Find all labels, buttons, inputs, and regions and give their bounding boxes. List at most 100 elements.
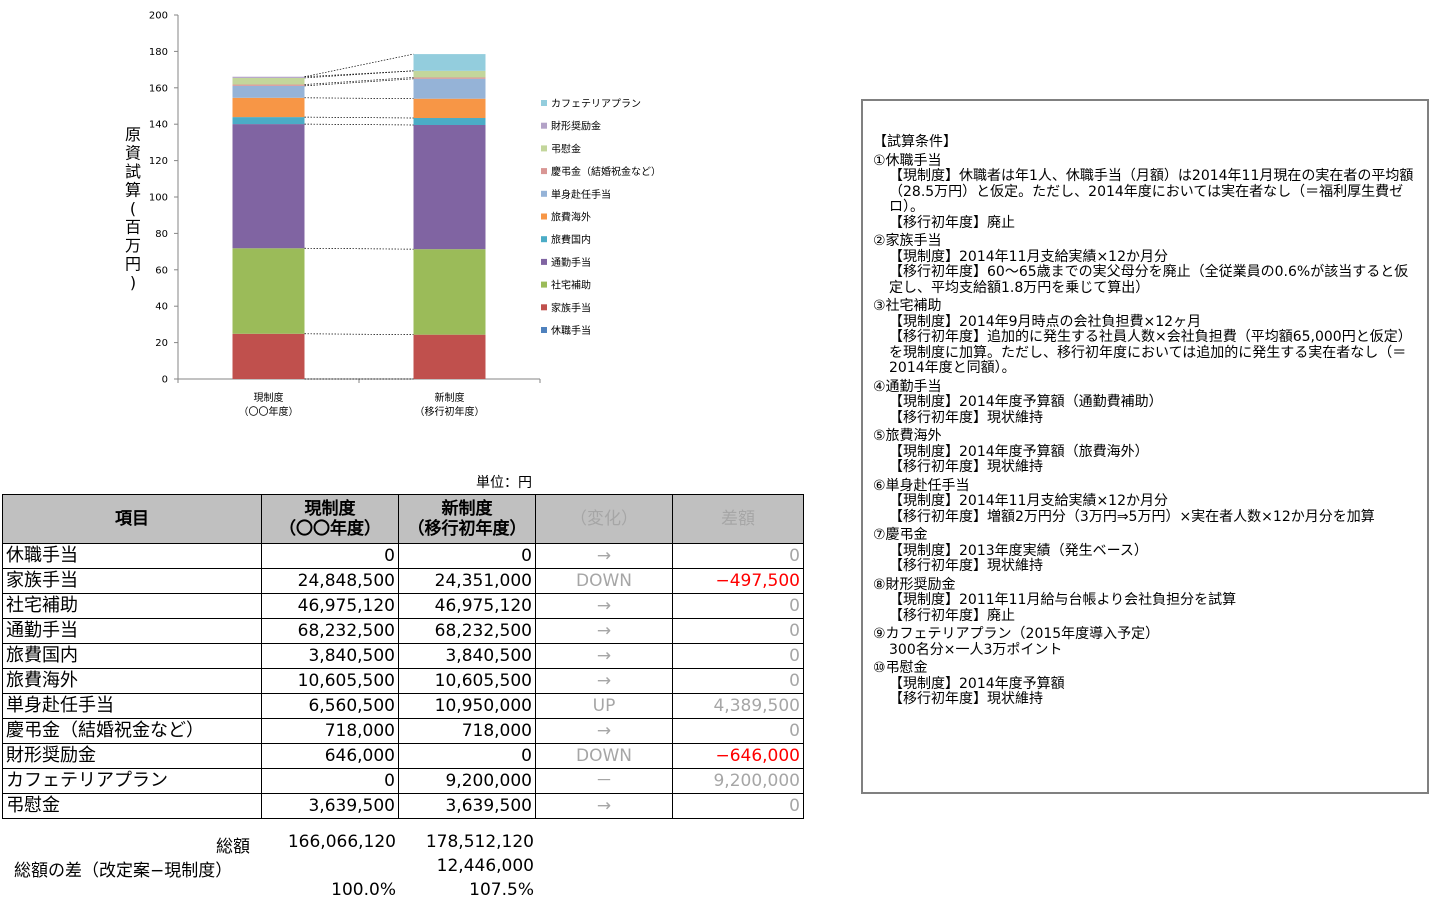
legend-swatch: [541, 236, 547, 243]
y-axis-label-char: ): [130, 273, 136, 292]
table-row: 弔慰金 3,639,500 3,639,500 → 0: [2, 793, 804, 819]
y-axis-label-char: 原: [125, 125, 141, 144]
condition-line: 【現制度】休職者は年1人、休職手当（月額）は2014年11月現在の実在者の平均額…: [889, 168, 1414, 215]
row-change: DOWN: [535, 568, 673, 594]
header-item: 項目: [2, 494, 262, 544]
row-change: →: [535, 718, 673, 744]
row-new: 3,639,500: [398, 793, 536, 819]
pct-new: 107.5%: [469, 880, 534, 900]
row-new: 10,605,500: [398, 668, 536, 694]
y-axis-label-char: (: [130, 199, 136, 218]
row-change: →: [535, 643, 673, 669]
condition-line: 【移行初年度】追加的に発生する社員人数×会社負担費（平均額65,000円と仮定）…: [889, 329, 1412, 376]
condition-heading: ④通勤手当: [873, 378, 942, 395]
legend-label: 旅費国内: [551, 233, 591, 246]
series-connector-line: [304, 247, 414, 250]
y-tick-label: 40: [155, 302, 168, 313]
y-tick-label: 20: [155, 338, 168, 349]
row-current: 6,560,500: [261, 693, 399, 719]
bar-segment-0-3: [232, 124, 305, 249]
condition-heading: ⑥単身赴任手当: [873, 477, 970, 494]
legend-swatch: [541, 281, 547, 288]
row-item: 通勤手当: [2, 618, 262, 644]
row-current: 646,000: [261, 743, 399, 769]
bar-segment-1-4: [413, 118, 486, 126]
legend-label: 旅費海外: [551, 211, 591, 224]
series-connector-line: [304, 53, 414, 78]
legend-label: 家族手当: [551, 301, 591, 314]
condition-heading: ⑤旅費海外: [873, 428, 942, 444]
row-change: DOWN: [535, 743, 673, 769]
condition-heading: ⑩弔慰金: [873, 660, 928, 676]
series-connector-line: [304, 78, 414, 87]
series-connector-line: [304, 70, 414, 79]
row-diff: 9,200,000: [672, 768, 804, 794]
row-current: 718,000: [261, 718, 399, 744]
table-row: 家族手当 24,848,500 24,351,000 DOWN −497,500: [2, 568, 804, 594]
table-row: 慶弔金（結婚祝金など） 718,000 718,000 → 0: [2, 718, 804, 744]
bar-segment-1-6: [413, 78, 486, 99]
table-row: 財形奨励金 646,000 0 DOWN −646,000: [2, 743, 804, 769]
row-new: 68,232,500: [398, 618, 536, 644]
row-item: 慶弔金（結婚祝金など）: [2, 718, 262, 744]
bar-segment-0-6: [232, 85, 305, 98]
header-change: （変化）: [535, 494, 673, 544]
table-row: カフェテリアプラン 0 9,200,000 － 9,200,000: [2, 768, 804, 794]
table-row: 社宅補助 46,975,120 46,975,120 → 0: [2, 593, 804, 619]
series-connector-line: [304, 97, 414, 100]
x-category-label: （移行初年度）: [415, 405, 485, 418]
condition-line: 【現制度】2014年度予算額: [889, 675, 1065, 692]
condition-section: ③社宅補助 【現制度】2014年9月時点の会社負担費×12ヶ月 【移行初年度】追加的…: [873, 298, 1419, 377]
condition-section: ④通勤手当 【現制度】2014年度予算額（通勤費補助） 【移行初年度】現状維持: [873, 378, 1419, 427]
y-tick-label: 140: [149, 120, 168, 131]
bar-segment-0-2: [232, 248, 305, 334]
condition-heading: ⑧財形奨励金: [873, 576, 956, 593]
condition-line: 【現制度】2013年度実績（発生ベース）: [889, 542, 1148, 559]
series-connector-line: [304, 70, 414, 78]
legend-label: 通勤手当: [551, 256, 591, 269]
row-diff: 0: [672, 668, 804, 694]
row-diff: 0: [672, 543, 804, 569]
y-tick-label: 120: [149, 156, 168, 167]
y-tick-label: 100: [149, 193, 168, 204]
condition-section: ⑩弔慰金 【現制度】2014年度予算額 【移行初年度】現状維持: [873, 660, 1419, 708]
table-row: 通勤手当 68,232,500 68,232,500 → 0: [2, 618, 804, 644]
allowance-table: 項目 現制度 （〇〇年度） 新制度 （移行初年度） （変化） 差額 休職手当 0 0 → 0…: [2, 494, 804, 819]
y-tick-label: 180: [149, 47, 168, 58]
row-diff: 0: [672, 618, 804, 644]
y-axis-label-char: 百: [125, 218, 141, 237]
bar-segment-1-2: [413, 249, 486, 335]
condition-line: 【移行初年度】現状維持: [889, 691, 1043, 707]
condition-line: 【現制度】2014年9月時点の会社負担費×12ヶ月: [889, 313, 1202, 330]
row-current: 3,840,500: [261, 643, 399, 669]
table-row: 休職手当 0 0 → 0: [2, 543, 804, 569]
legend-swatch: [541, 122, 547, 129]
condition-section: ②家族手当 【現制度】2014年11月支給実績×12か月分 【移行初年度】60～65…: [873, 233, 1419, 296]
condition-line: 【移行初年度】現状維持: [889, 558, 1043, 574]
condition-heading: ①休職手当: [873, 152, 942, 169]
bar-segment-0-8: [232, 77, 305, 85]
table-row: 旅費海外 10,605,500 10,605,500 → 0: [2, 668, 804, 694]
row-current: 3,639,500: [261, 793, 399, 819]
header-current: 現制度 （〇〇年度）: [261, 494, 399, 544]
total-label: 総額: [216, 837, 250, 857]
row-diff: −497,500: [672, 568, 804, 594]
row-item: 家族手当: [2, 568, 262, 594]
row-item: 社宅補助: [2, 593, 262, 619]
total-new: 178,512,120: [425, 832, 534, 852]
condition-section: ⑦慶弔金 【現制度】2013年度実績（発生ベース） 【移行初年度】現状維持: [873, 527, 1419, 575]
bar-segment-1-8: [413, 70, 486, 78]
row-item: 休職手当: [2, 543, 262, 569]
total-current: 166,066,120: [287, 832, 396, 852]
table-row: 旅費国内 3,840,500 3,840,500 → 0: [2, 643, 804, 669]
row-diff: 0: [672, 718, 804, 744]
row-change: →: [535, 593, 673, 619]
condition-line: 300名分×一人3万ポイント: [889, 641, 1063, 658]
legend-swatch: [541, 100, 547, 106]
bar-segment-0-9: [232, 76, 305, 78]
series-connector-line: [304, 123, 414, 126]
condition-section: ⑤旅費海外 【現制度】2014年度予算額（旅費海外） 【移行初年度】現状維持: [873, 428, 1419, 476]
legend-swatch: [541, 304, 547, 311]
table-row: 単身赴任手当 6,560,500 10,950,000 UP 4,389,500: [2, 693, 804, 719]
unit-label: 単位：円: [476, 475, 532, 491]
